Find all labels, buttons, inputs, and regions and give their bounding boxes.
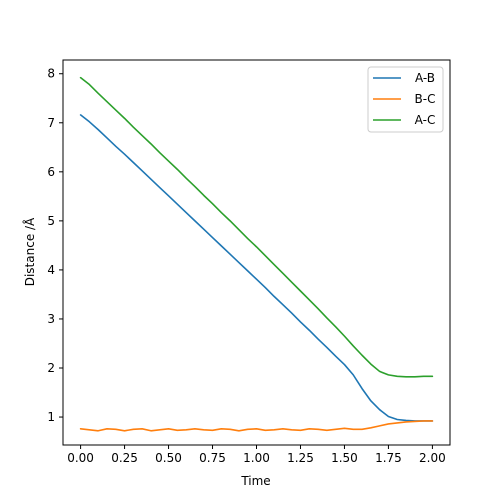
series-line-b-c	[79, 420, 434, 432]
legend-entries: A-B B-C A-C	[373, 71, 435, 127]
x-tick-label: 0.00	[67, 451, 94, 465]
legend-label: A-B	[415, 71, 435, 85]
y-tick-label: 1	[47, 410, 55, 424]
x-tick-label: 1.75	[375, 451, 402, 465]
x-axis-title: Time	[240, 474, 270, 488]
x-tick-label: 1.50	[331, 451, 358, 465]
legend-label: A-C	[415, 113, 436, 127]
y-tick-label: 2	[47, 361, 55, 375]
y-axis-ticks: 1 2 3 4 5 6 7 8	[47, 67, 63, 424]
y-tick-label: 6	[47, 165, 55, 179]
y-tick-label: 5	[47, 214, 55, 228]
x-axis-ticks: 0.00 0.25 0.50 0.75 1.00 1.25 1.50 1.75 2.00	[67, 445, 446, 465]
x-tick-label: 0.75	[199, 451, 226, 465]
x-tick-label: 1.00	[243, 451, 270, 465]
legend-box	[367, 66, 444, 133]
legend-label: B-C	[415, 92, 436, 106]
y-tick-label: 3	[47, 312, 55, 326]
series-layer	[79, 76, 434, 432]
x-tick-label: 0.25	[111, 451, 138, 465]
y-axis-title: Distance /Å	[22, 217, 37, 286]
series-line-a-b	[79, 114, 434, 422]
y-tick-label: 7	[47, 116, 55, 130]
series-line-a-c	[79, 76, 434, 378]
y-tick-label: 8	[47, 67, 55, 81]
x-tick-label: 2.00	[419, 451, 446, 465]
x-tick-label: 1.25	[287, 451, 314, 465]
y-tick-label: 4	[47, 263, 55, 277]
x-tick-label: 0.50	[155, 451, 182, 465]
legend: A-B B-C A-C	[367, 66, 444, 133]
